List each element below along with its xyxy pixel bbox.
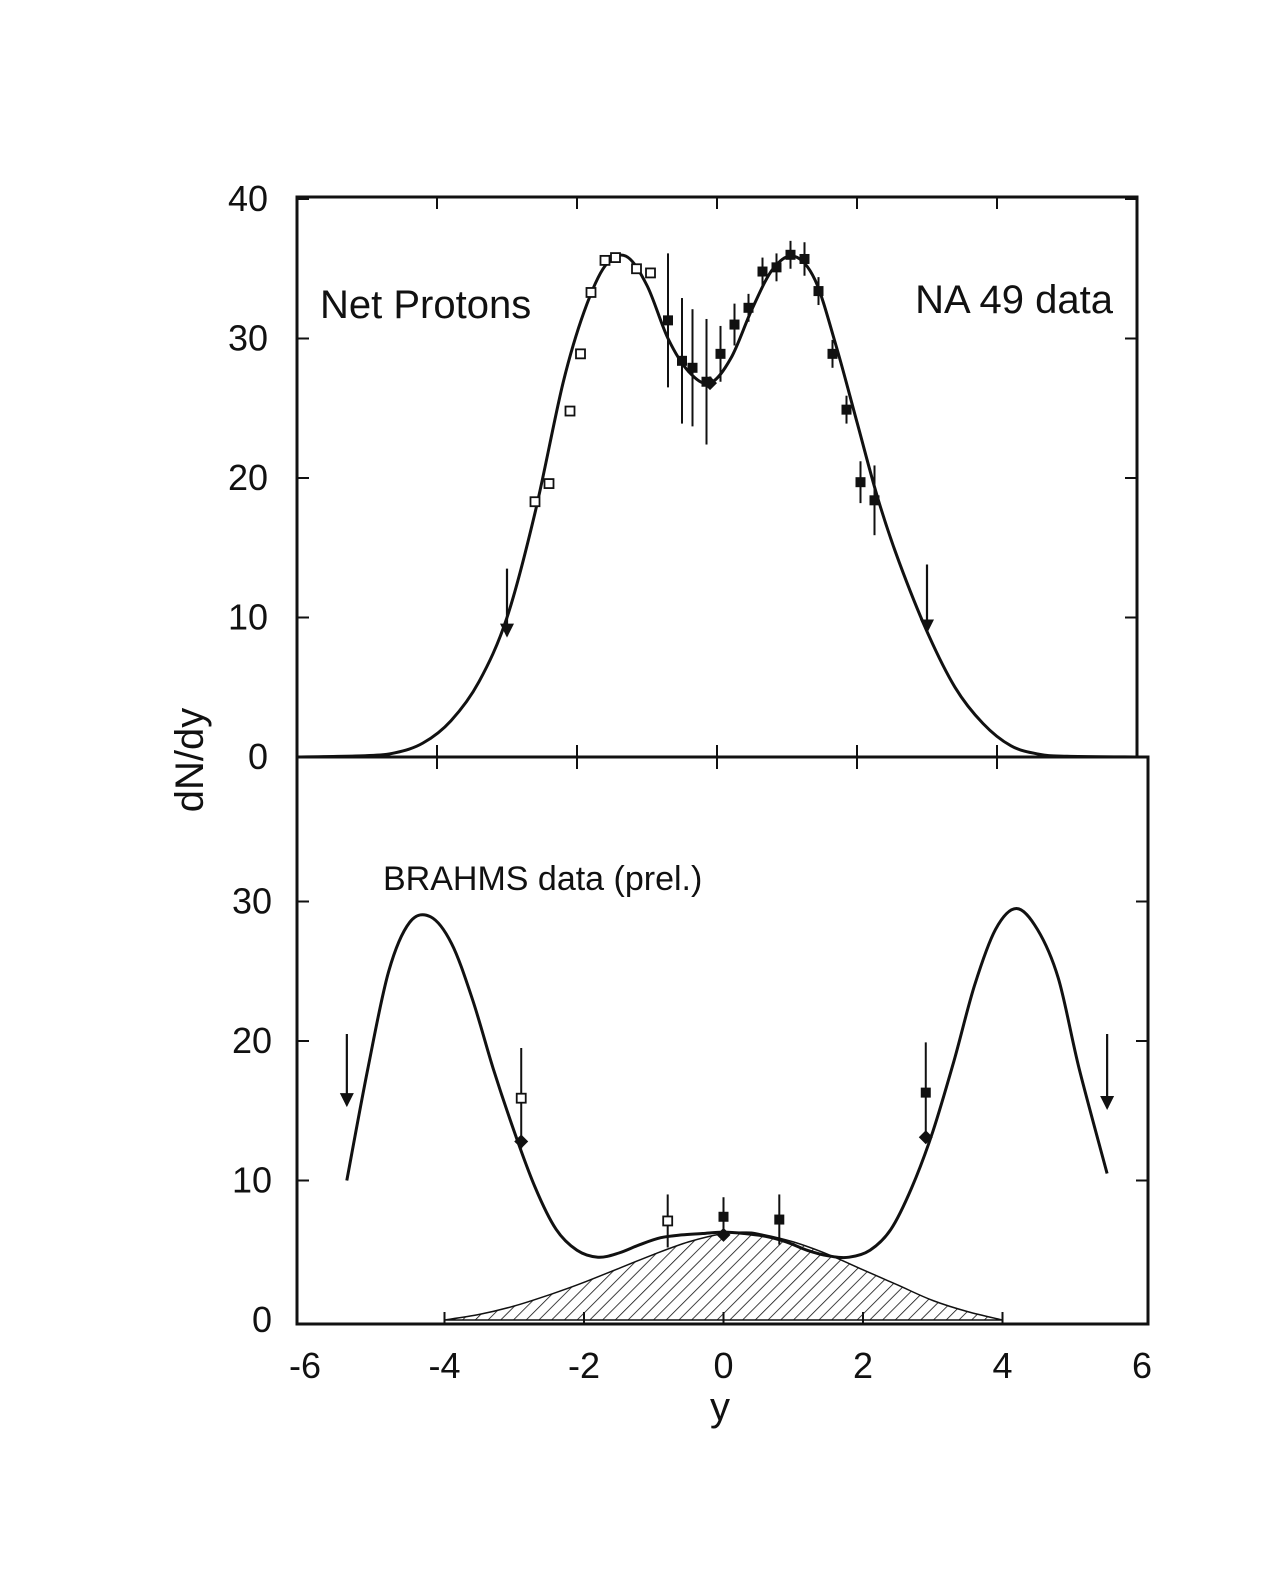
data-point-filled-square — [813, 286, 824, 297]
data-point-open-square — [662, 1215, 674, 1227]
y-tick-label-top: 30 — [228, 318, 268, 359]
data-points-top — [529, 240, 880, 536]
data-point-filled-square — [718, 1211, 729, 1222]
x-tick-label: -4 — [428, 1345, 460, 1386]
fit-curve-top — [296, 253, 1138, 759]
x-tick-label: -6 — [289, 1345, 321, 1386]
data-point-open-square — [564, 405, 576, 417]
data-point-filled-square — [729, 319, 740, 330]
x-tick-label: -2 — [568, 1345, 600, 1386]
data-point-open-square — [599, 254, 611, 266]
data-point-filled-square — [663, 315, 673, 326]
fit-curve-bottom — [345, 906, 1109, 1260]
y-tick-labels-bottom: 0 10 20 30 — [232, 881, 272, 1341]
annotation-na49-data: NA 49 data — [915, 278, 1114, 322]
data-point-filled-square — [827, 348, 838, 359]
data-point-filled-square — [799, 253, 810, 264]
x-tick-label: 4 — [992, 1345, 1012, 1386]
y-tick-label-top: 10 — [228, 597, 268, 638]
y-tick-label-bottom: 0 — [252, 1299, 272, 1340]
arrow-head — [1100, 1095, 1115, 1110]
y-tick-label-top: 40 — [228, 178, 268, 219]
data-point-filled-diamond — [514, 1134, 529, 1149]
data-point-filled-square — [715, 348, 726, 359]
data-point-open-square — [645, 267, 656, 279]
axis-ticks — [297, 197, 1148, 1324]
data-point-open-square — [631, 263, 642, 275]
annotation-net-protons: Net Protons — [320, 283, 531, 327]
data-point-filled-square — [785, 249, 796, 260]
y-tick-label-top: 20 — [228, 457, 268, 498]
y-tick-label-bottom: 10 — [232, 1160, 272, 1201]
x-tick-label: 0 — [713, 1345, 733, 1386]
y-tick-labels-top: 0 10 20 30 40 — [228, 178, 268, 777]
data-point-filled-square — [687, 362, 698, 373]
data-point-filled-square — [677, 355, 687, 366]
data-point-open-square — [585, 287, 597, 298]
y-tick-label-top: 0 — [248, 736, 268, 777]
arrow-head — [500, 623, 514, 638]
arrow-head — [920, 619, 934, 634]
data-point-filled-square — [855, 477, 866, 488]
data-point-filled-square — [771, 262, 782, 273]
data-point-filled-square — [841, 404, 852, 415]
data-point-filled-square — [743, 302, 754, 313]
data-point-filled-square — [757, 266, 768, 277]
y-tick-label-bottom: 20 — [232, 1020, 272, 1061]
arrow-head — [339, 1093, 354, 1108]
data-point-filled-square — [869, 495, 880, 506]
shaded-area-bottom — [444, 1231, 1003, 1321]
data-point-open-square — [575, 348, 586, 360]
data-point-open-square — [529, 496, 541, 508]
data-points-bottom — [514, 1042, 933, 1248]
x-axis-label: y — [710, 1385, 730, 1429]
arrows — [339, 564, 1115, 1110]
data-point-open-square — [610, 252, 621, 263]
data-point-filled-diamond — [703, 376, 717, 391]
data-point-open-square — [515, 1092, 527, 1104]
y-axis-label: dN/dy — [168, 708, 212, 813]
x-tick-labels: -6 -4 -2 0 2 4 6 — [289, 1345, 1152, 1386]
y-tick-label-bottom: 30 — [232, 881, 272, 922]
x-tick-label: 6 — [1132, 1345, 1152, 1386]
data-point-filled-square — [774, 1214, 785, 1225]
x-tick-label: 2 — [853, 1345, 873, 1386]
data-point-filled-square — [920, 1087, 931, 1098]
annotation-brahms-data: BRAHMS data (prel.) — [383, 860, 702, 898]
data-point-filled-diamond — [918, 1130, 933, 1145]
data-point-filled-diamond — [716, 1227, 731, 1242]
data-point-open-square — [543, 478, 555, 489]
